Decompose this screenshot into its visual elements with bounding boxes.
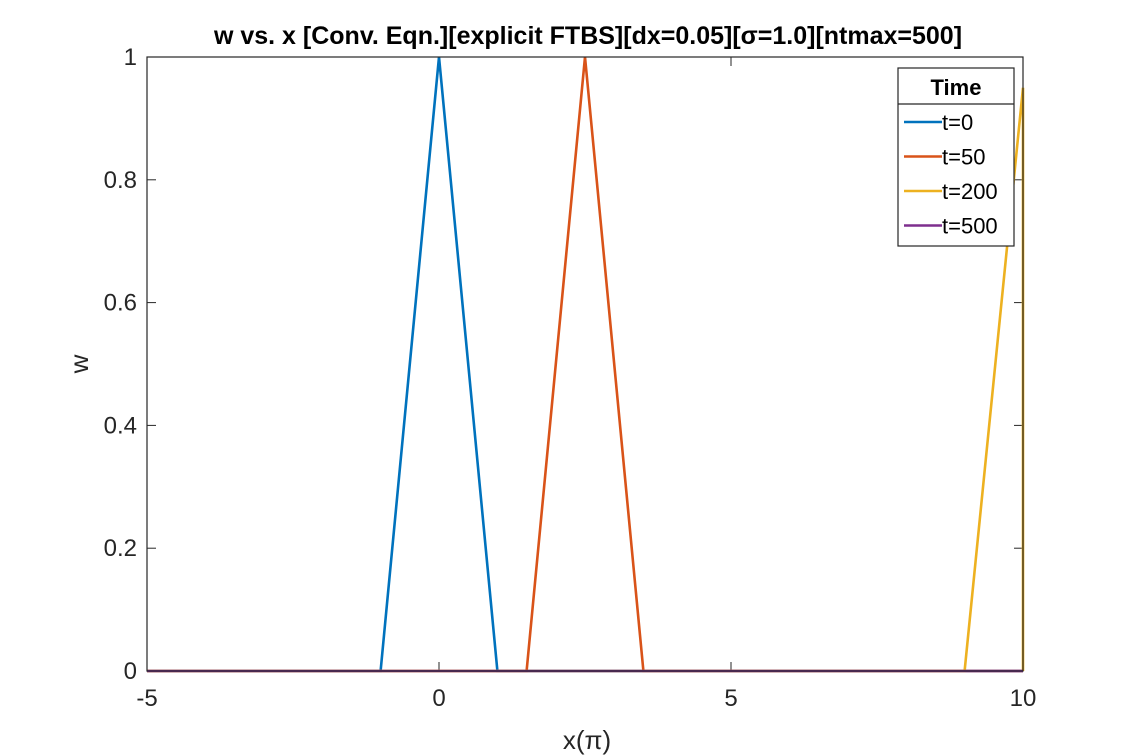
plot-frame <box>146 56 1024 672</box>
legend-title: Time <box>931 75 982 100</box>
y-tick-label: 0.8 <box>104 167 137 194</box>
legend: Time t=0 t=50 t=200 t=500 <box>897 67 1015 247</box>
plot-area <box>147 57 1023 671</box>
x-tick-label: 5 <box>724 685 737 712</box>
y-tick-label: 0 <box>124 658 137 685</box>
x-tick-label: -5 <box>136 685 157 712</box>
x-tick-label: 0 <box>432 685 445 712</box>
legend-entry-label: t=50 <box>942 145 985 170</box>
chart-title: w vs. x [Conv. Eqn.][explicit FTBS][dx=0… <box>213 22 962 50</box>
y-tick-label: 0.2 <box>104 535 137 562</box>
y-axis-label: w <box>64 354 94 374</box>
legend-entry-label: t=200 <box>942 179 998 204</box>
legend-entry-label: t=0 <box>942 110 973 135</box>
x-axis-label: x(π) <box>563 725 611 755</box>
y-tick-label: 1 <box>124 44 137 71</box>
y-tick-label: 0.6 <box>104 290 137 317</box>
axes-box <box>146 56 1024 672</box>
legend-entry-label: t=500 <box>942 214 998 239</box>
x-tick-label: 10 <box>1010 685 1037 712</box>
y-tick-label: 0.4 <box>104 412 137 439</box>
